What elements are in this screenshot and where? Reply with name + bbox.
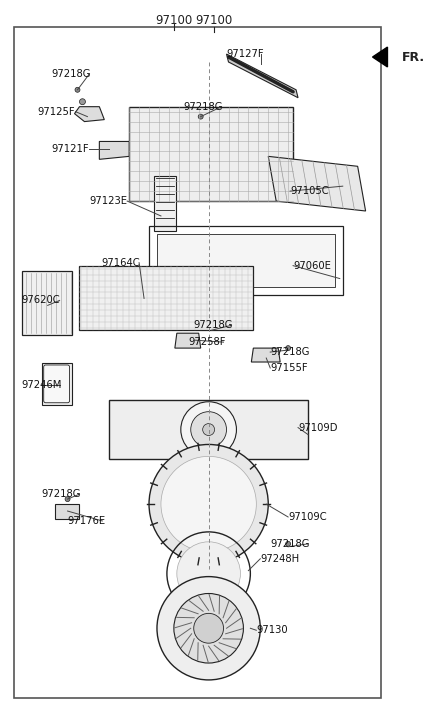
Text: 97218G: 97218G xyxy=(184,102,223,112)
Polygon shape xyxy=(252,348,280,362)
Polygon shape xyxy=(268,156,366,211)
Polygon shape xyxy=(74,107,104,121)
Circle shape xyxy=(203,424,215,435)
Circle shape xyxy=(191,411,227,447)
FancyBboxPatch shape xyxy=(22,270,71,335)
Text: 97121F: 97121F xyxy=(52,145,89,154)
Polygon shape xyxy=(99,142,129,159)
Text: 97155F: 97155F xyxy=(270,363,308,373)
Text: 97218G: 97218G xyxy=(194,321,233,330)
Text: 97100: 97100 xyxy=(155,14,193,27)
FancyBboxPatch shape xyxy=(109,400,308,459)
Circle shape xyxy=(65,497,70,502)
Circle shape xyxy=(194,614,224,643)
Text: 97620C: 97620C xyxy=(22,295,61,305)
FancyBboxPatch shape xyxy=(44,365,70,403)
FancyBboxPatch shape xyxy=(129,107,293,201)
Circle shape xyxy=(80,99,86,105)
Text: 97164C: 97164C xyxy=(101,257,140,268)
FancyBboxPatch shape xyxy=(42,363,71,405)
Text: 97246M: 97246M xyxy=(22,380,62,390)
Circle shape xyxy=(75,87,80,92)
Text: 97248H: 97248H xyxy=(260,554,299,563)
Polygon shape xyxy=(175,333,201,348)
Text: 97218G: 97218G xyxy=(42,489,81,499)
FancyBboxPatch shape xyxy=(80,265,253,330)
Circle shape xyxy=(174,593,243,663)
Text: 97218G: 97218G xyxy=(270,347,310,357)
Circle shape xyxy=(157,577,260,680)
Text: 97130: 97130 xyxy=(256,625,288,635)
Circle shape xyxy=(181,402,237,457)
Polygon shape xyxy=(55,504,80,519)
Circle shape xyxy=(65,507,70,512)
Text: 97125F: 97125F xyxy=(38,107,75,116)
FancyBboxPatch shape xyxy=(154,176,176,231)
Text: 97109C: 97109C xyxy=(288,512,327,522)
Circle shape xyxy=(286,542,291,546)
Text: 97100: 97100 xyxy=(195,14,232,27)
Text: 97123E: 97123E xyxy=(89,196,127,206)
Text: 97218G: 97218G xyxy=(52,69,91,79)
Text: 97060E: 97060E xyxy=(293,261,331,270)
Text: FR.: FR. xyxy=(402,50,426,63)
Circle shape xyxy=(209,323,214,328)
FancyBboxPatch shape xyxy=(157,234,335,287)
Polygon shape xyxy=(227,54,298,97)
Text: 97105C: 97105C xyxy=(290,186,329,196)
Circle shape xyxy=(149,444,268,563)
Text: 97109D: 97109D xyxy=(298,422,338,433)
Polygon shape xyxy=(372,47,387,67)
Circle shape xyxy=(161,457,256,552)
Text: 97218G: 97218G xyxy=(270,539,310,549)
Text: 97258F: 97258F xyxy=(189,337,226,347)
Circle shape xyxy=(286,345,291,350)
Text: 97176E: 97176E xyxy=(68,516,106,526)
Circle shape xyxy=(198,114,203,119)
Text: 97127F: 97127F xyxy=(227,49,264,59)
Circle shape xyxy=(177,542,240,606)
